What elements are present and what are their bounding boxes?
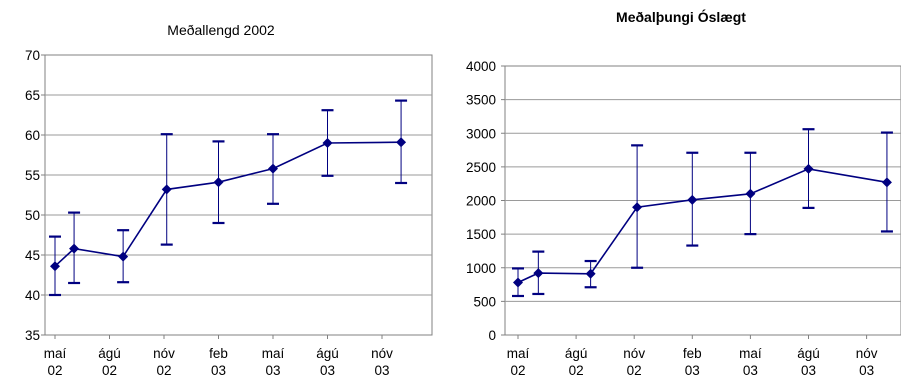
series-line bbox=[54, 141, 402, 267]
series-line bbox=[517, 168, 888, 284]
data-point bbox=[69, 243, 80, 254]
x-tick-label-year: 02 bbox=[510, 363, 525, 378]
y-tick-label: 4000 bbox=[466, 59, 496, 74]
y-tick-label: 50 bbox=[25, 208, 40, 223]
y-tick-label: 55 bbox=[25, 168, 40, 183]
x-tick-label-year: 03 bbox=[743, 363, 758, 378]
data-point bbox=[687, 194, 698, 205]
chart-1: Meðallengd 2002 35 40 45 50 55 60 65 70 maí 02 ágú 0… bbox=[25, 22, 433, 378]
x-tick-label-year: 03 bbox=[685, 363, 700, 378]
x-tick-label-month: ágú bbox=[797, 346, 820, 361]
data-point bbox=[118, 251, 129, 262]
x-tick-label-year: 02 bbox=[102, 363, 117, 378]
x-tick-label-year: 03 bbox=[320, 363, 335, 378]
y-tick-label: 3000 bbox=[466, 126, 496, 141]
y-tick-label: 60 bbox=[25, 128, 40, 143]
y-tick-label: 500 bbox=[473, 294, 496, 309]
x-tick-label-month: maí bbox=[262, 346, 285, 361]
x-tick-label-year: 03 bbox=[265, 363, 280, 378]
x-tick-label-month: ágú bbox=[565, 346, 588, 361]
x-tick-label-year: 03 bbox=[801, 363, 816, 378]
x-tick-label-year: 03 bbox=[859, 363, 874, 378]
data-point bbox=[213, 177, 224, 188]
data-point bbox=[745, 188, 756, 199]
x-tick-label-month: ágú bbox=[316, 346, 339, 361]
x-tick-label-month: nóv bbox=[623, 346, 645, 361]
x-tick-label-month: nóv bbox=[153, 346, 175, 361]
data-point bbox=[161, 184, 172, 195]
data-point bbox=[50, 261, 60, 272]
x-tick-label-month: nóv bbox=[856, 346, 878, 361]
x-tick-label-month: nóv bbox=[371, 346, 393, 361]
data-point bbox=[533, 268, 544, 279]
y-tick-label: 3500 bbox=[466, 93, 496, 108]
y-tick-label: 40 bbox=[25, 288, 40, 303]
chart-2: Meðalþungi Óslægt 0 500 1000 1500 2000 2500 300… bbox=[466, 8, 901, 378]
data-point bbox=[268, 163, 278, 174]
y-tick-label: 45 bbox=[25, 248, 40, 263]
x-tick-label-month: maí bbox=[44, 346, 67, 361]
y-tick-label: 1000 bbox=[466, 261, 496, 276]
y-tick-label: 35 bbox=[25, 328, 40, 343]
x-tick-label-year: 03 bbox=[374, 363, 389, 378]
x-tick-label-year: 02 bbox=[569, 363, 584, 378]
y-tick-label: 65 bbox=[25, 88, 40, 103]
x-tick-label-year: 02 bbox=[47, 363, 62, 378]
y-tick-label: 1500 bbox=[466, 227, 496, 242]
data-point bbox=[322, 138, 333, 148]
plot-area bbox=[44, 54, 433, 336]
x-tick-label-year: 02 bbox=[156, 363, 171, 378]
x-tick-label-year: 03 bbox=[211, 363, 226, 378]
chart-title: Meðalþungi Óslægt bbox=[616, 8, 746, 25]
y-tick-label: 2500 bbox=[466, 160, 496, 175]
x-tick-label-month: maí bbox=[507, 346, 530, 361]
data-point bbox=[585, 268, 596, 279]
chart-title: Meðallengd 2002 bbox=[167, 22, 275, 38]
data-point bbox=[632, 202, 643, 213]
data-point bbox=[513, 277, 523, 288]
y-tick-label: 70 bbox=[25, 48, 40, 63]
x-tick-label-month: feb bbox=[683, 346, 702, 361]
x-tick-label-month: maí bbox=[739, 346, 762, 361]
data-point bbox=[881, 177, 892, 188]
x-tick-label-year: 02 bbox=[627, 363, 642, 378]
x-tick-label-month: feb bbox=[209, 346, 228, 361]
x-tick-label-month: ágú bbox=[98, 346, 121, 361]
y-tick-label: 2000 bbox=[466, 194, 496, 209]
y-tick-label: 0 bbox=[488, 328, 496, 343]
data-point bbox=[396, 137, 407, 148]
data-point bbox=[803, 163, 814, 174]
